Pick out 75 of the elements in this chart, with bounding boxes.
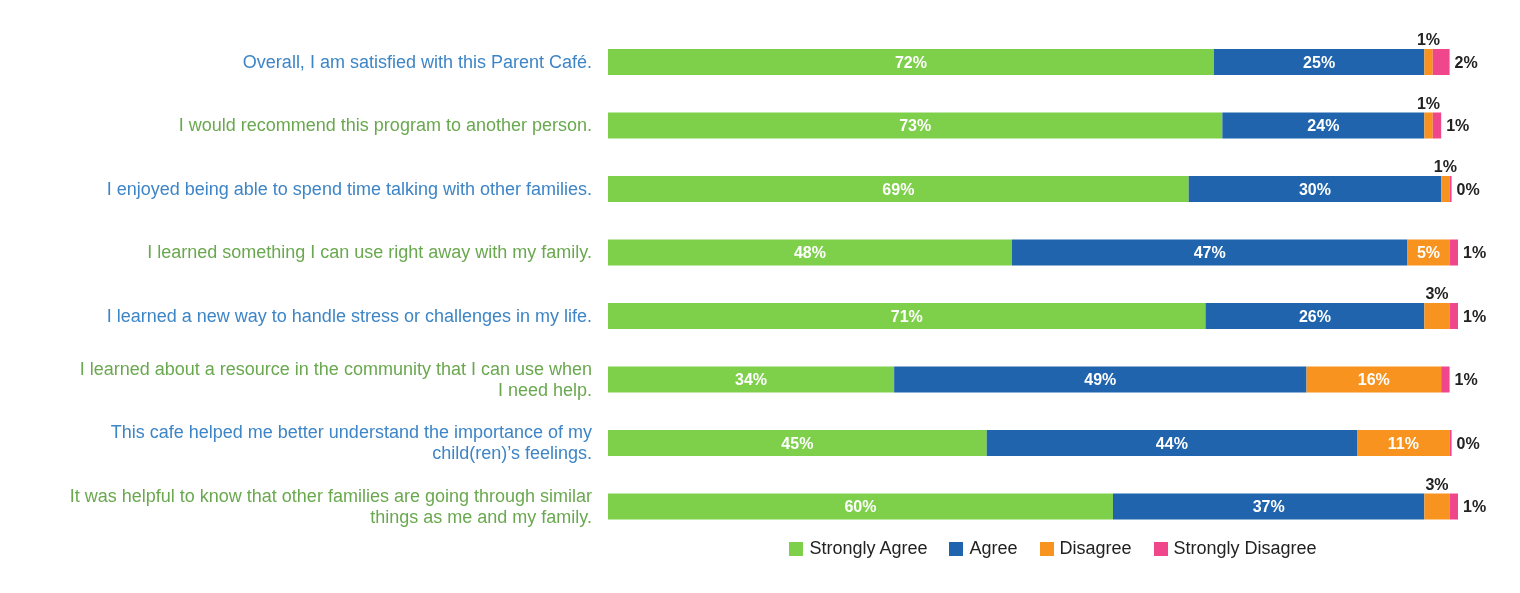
y-tick-label: I learned about a resource in the community that I can use when I need help.	[79, 358, 592, 400]
data-label: 0%	[1456, 180, 1480, 198]
data-label: 1%	[1463, 307, 1487, 325]
y-tick-label: I would recommend this program to another person.	[178, 115, 592, 136]
bar	[1449, 239, 1458, 266]
data-label: 1%	[1446, 117, 1470, 134]
data-label: 3%	[1425, 285, 1449, 302]
bar	[1449, 303, 1458, 329]
bar	[1112, 493, 1425, 520]
bar	[608, 493, 1113, 520]
data-label: 37%	[1252, 498, 1285, 515]
data-label: 1%	[1454, 371, 1478, 388]
data-label: 30%	[1298, 180, 1331, 198]
data-label: 1%	[1433, 158, 1457, 175]
data-label: 0%	[1456, 434, 1480, 452]
bar	[608, 239, 1012, 266]
bar	[1441, 176, 1450, 202]
bar	[1011, 239, 1408, 266]
data-label: 60%	[844, 498, 877, 515]
bar	[608, 176, 1189, 202]
data-label: 1%	[1416, 94, 1441, 112]
y-tick-label: Overall, I am satisfied with this Parent Café.	[242, 51, 592, 72]
y-tick-label: It was helpful to know that other families are going through similar things as me and my family.	[69, 485, 592, 527]
bar	[894, 366, 1307, 393]
bar	[1222, 112, 1425, 139]
y-tick-label: I learned a new way to handle stress or challenges in my life.	[106, 305, 592, 326]
bar	[1432, 112, 1442, 139]
bar	[1424, 49, 1433, 75]
bar	[1432, 49, 1450, 75]
bar	[608, 303, 1206, 329]
data-label: 1%	[1463, 244, 1487, 261]
legend-label: Disagree	[1058, 538, 1132, 559]
data-label: 3%	[1425, 475, 1449, 493]
data-label: 16%	[1357, 371, 1390, 388]
bar	[608, 49, 1214, 75]
data-label: 69%	[882, 180, 915, 198]
bar	[1213, 49, 1425, 75]
data-label: 73%	[899, 117, 932, 134]
data-label: 26%	[1298, 307, 1331, 325]
legend-label: Strongly Disagree	[1172, 538, 1317, 559]
bar	[1306, 366, 1442, 393]
data-label: 72%	[894, 53, 927, 71]
data-label: 48%	[793, 244, 826, 261]
data-label: 25%	[1303, 53, 1336, 71]
y-tick-label: This cafe helped me better understand the importance of my child(ren)’s feelings.	[110, 422, 592, 464]
bar	[608, 430, 987, 456]
bar	[1424, 303, 1450, 329]
data-label: 1%	[1463, 498, 1487, 515]
data-label: 45%	[781, 434, 814, 452]
data-label: 34%	[735, 371, 768, 388]
data-label: 49%	[1084, 371, 1117, 388]
y-tick-label: I enjoyed being able to spend time talking with other families.	[106, 178, 592, 199]
bar	[986, 430, 1358, 456]
bar	[1357, 430, 1450, 456]
data-label: 44%	[1155, 434, 1188, 452]
bar	[1449, 493, 1458, 520]
bar	[1441, 366, 1450, 393]
data-label: 5%	[1416, 244, 1441, 261]
bar	[608, 366, 895, 393]
data-label: 47%	[1193, 244, 1226, 261]
data-label: 71%	[890, 307, 923, 325]
data-label: 1%	[1416, 31, 1441, 48]
legend-label: Agree	[968, 538, 1018, 559]
data-label: 24%	[1307, 117, 1340, 134]
data-label: 2%	[1454, 53, 1478, 71]
bar	[1205, 303, 1425, 329]
data-label: 11%	[1387, 434, 1419, 452]
bar	[608, 112, 1223, 139]
bar	[1188, 176, 1442, 202]
bar	[1424, 112, 1433, 139]
y-tick-label: I learned something I can use right away with my family.	[147, 242, 592, 263]
bar	[1449, 430, 1452, 456]
bar	[1449, 176, 1452, 202]
legend-label: Strongly Agree	[808, 538, 928, 559]
bar	[1424, 493, 1450, 520]
